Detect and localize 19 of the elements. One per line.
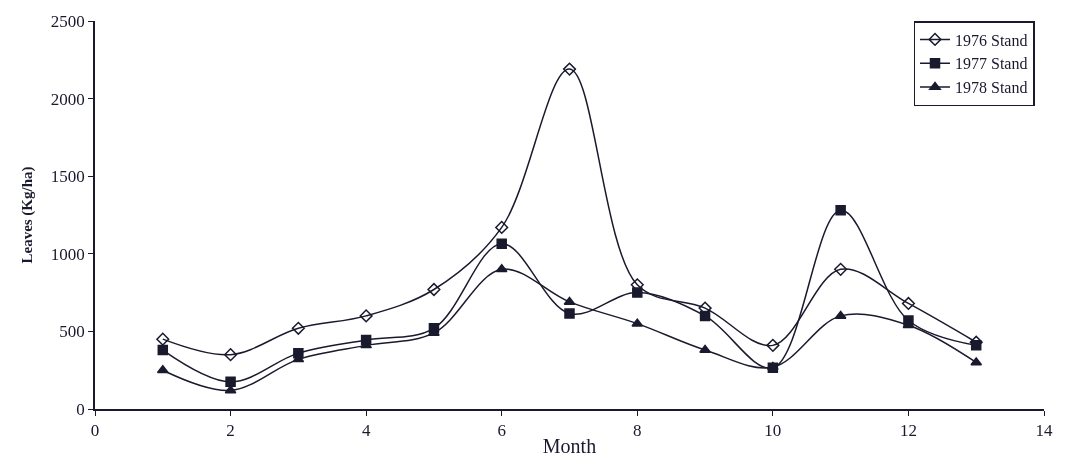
legend-label: 1977 Stand [955,55,1028,73]
y-tick-label: 1500 [50,167,85,187]
y-tick-label: 500 [59,322,85,342]
legend-label: 1976 Stand [955,31,1028,49]
x-tick-label: 14 [1035,421,1053,441]
x-tick-label: 6 [497,421,506,441]
x-tick-label: 12 [899,421,917,441]
y-tick-label: 2000 [50,89,85,109]
x-tick-label: 10 [764,421,782,441]
y-tick-label: 2500 [50,11,85,31]
x-tick-label: 0 [90,421,100,441]
legend-label: 1978 Stand [955,79,1028,97]
x-axis-title: Month [542,435,597,458]
y-tick-label: 1000 [50,244,85,264]
x-tick-label: 4 [361,421,371,441]
y-tick-label: 0 [76,399,85,419]
y-axis-title: Leaves (Kg/ha) [18,166,36,264]
x-tick-label: 8 [633,421,642,441]
x-tick-label: 2 [226,421,235,441]
